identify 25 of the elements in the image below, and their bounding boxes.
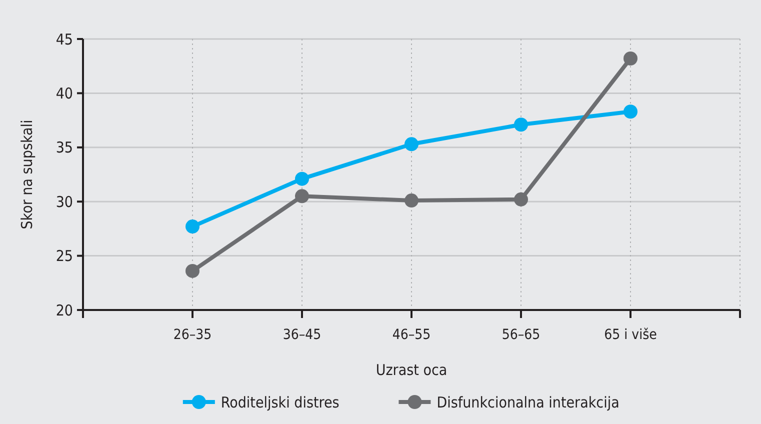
point — [514, 118, 528, 132]
x-tick-label: 36–45 — [282, 327, 322, 343]
point — [186, 264, 200, 278]
x-axis-title: Uzrast oca — [376, 361, 448, 379]
y-tick-label: 20 — [56, 301, 73, 320]
y-tick-label: 40 — [56, 84, 73, 102]
point — [404, 137, 418, 152]
point — [295, 189, 309, 204]
point — [514, 192, 528, 206]
x-tick-label: 26–35 — [173, 327, 212, 343]
x-tick-label: 65 i više — [604, 327, 658, 343]
y-tick-label: 45 — [56, 30, 73, 48]
point — [624, 104, 638, 119]
y-axis-title: Skor na supskali — [18, 120, 36, 230]
point — [186, 220, 200, 234]
point — [295, 172, 309, 186]
x-tick-label: 46–55 — [392, 327, 431, 343]
y-tick-label: 30 — [56, 192, 73, 211]
point — [624, 52, 638, 66]
point — [404, 194, 418, 208]
y-tick-label: 35 — [56, 138, 73, 157]
legend-label: Roditeljski distres — [220, 393, 340, 412]
y-tick-label: 25 — [56, 247, 73, 266]
x-tick-label: 56–65 — [502, 327, 540, 343]
legend-label: Disfunkcionalna interakcija — [436, 393, 620, 412]
